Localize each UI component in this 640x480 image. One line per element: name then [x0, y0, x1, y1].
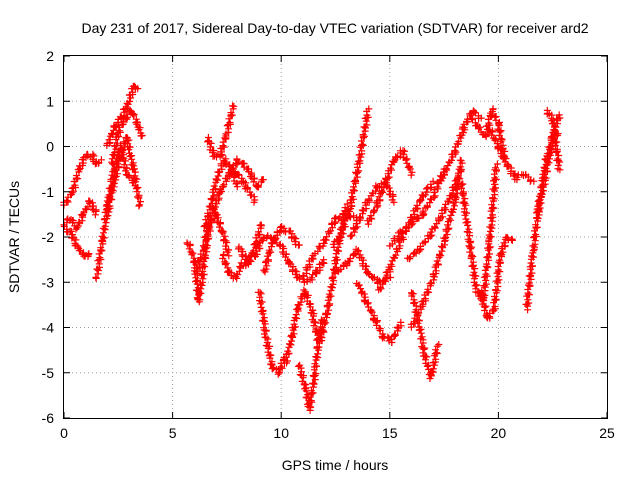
plus-markers	[295, 316, 327, 414]
plus-markers	[60, 223, 93, 260]
chart-title: Day 231 of 2017, Sidereal Day-to-day VTE…	[81, 20, 588, 36]
series-track	[522, 130, 562, 314]
series-track	[386, 168, 448, 250]
plus-markers	[260, 223, 303, 276]
plus-markers	[404, 166, 465, 263]
series-track	[254, 288, 290, 378]
series-track	[329, 105, 373, 251]
series-track	[477, 233, 516, 322]
y-tick-label: 2	[46, 48, 54, 64]
plus-markers	[408, 289, 443, 382]
y-tick-label: -4	[42, 320, 55, 336]
series-track	[408, 289, 443, 382]
plus-markers	[477, 233, 516, 322]
series-track	[108, 106, 146, 168]
plus-markers	[103, 134, 144, 220]
plus-markers	[108, 106, 146, 168]
series-track	[364, 147, 416, 228]
series-track	[260, 223, 303, 276]
x-tick-label: 5	[169, 425, 177, 441]
plot-frame	[63, 55, 608, 419]
plus-markers	[485, 126, 538, 185]
series-track	[193, 209, 233, 278]
plus-markers	[103, 82, 142, 149]
y-tick-label: 0	[46, 139, 54, 155]
y-tick-label: -5	[42, 365, 55, 381]
plus-markers	[193, 209, 233, 278]
plus-markers	[543, 106, 564, 174]
series-track	[485, 126, 538, 185]
y-tick-label: -6	[42, 410, 55, 426]
x-tick-label: 10	[273, 425, 289, 441]
plus-markers	[204, 102, 238, 161]
series-track	[103, 82, 142, 149]
plus-markers	[280, 286, 322, 367]
plus-markers	[276, 242, 328, 286]
y-tick-label: 1	[46, 93, 54, 109]
plus-markers	[522, 130, 562, 314]
x-tick-label: 15	[382, 425, 398, 441]
series-track	[226, 155, 267, 191]
series-track	[404, 166, 465, 263]
plus-markers	[364, 147, 416, 228]
plus-markers	[226, 155, 267, 191]
x-tick-label: 0	[60, 425, 68, 441]
plus-markers	[353, 280, 405, 346]
series-track	[543, 106, 564, 174]
plus-markers	[331, 245, 394, 287]
series-track	[295, 316, 327, 414]
plus-markers	[299, 210, 361, 280]
x-axis-label: GPS time / hours	[282, 457, 389, 473]
plus-markers	[254, 288, 290, 378]
x-tick-label: 20	[491, 425, 507, 441]
axis-ticks: 0 5 10 15 20 25 -6 -5 -4 -3 -2 -1 0 1 2	[42, 48, 615, 441]
data-marks	[60, 82, 564, 414]
series-track	[280, 286, 322, 367]
x-tick-label: 25	[599, 425, 615, 441]
series-track	[60, 223, 93, 260]
series-track	[353, 280, 405, 346]
series-track	[299, 210, 361, 280]
y-tick-label: -3	[42, 274, 55, 290]
y-tick-label: -1	[42, 184, 55, 200]
y-axis-label: SDTVAR / TECUs	[6, 181, 22, 293]
series-track	[60, 150, 105, 209]
series-track	[433, 107, 485, 187]
plus-markers	[60, 150, 105, 209]
grid-lines	[64, 56, 607, 418]
series-track	[331, 245, 394, 287]
plus-markers	[329, 105, 373, 251]
series-track	[204, 102, 238, 161]
series-track	[276, 242, 328, 286]
series-track	[103, 134, 144, 220]
plus-markers	[433, 107, 485, 187]
plus-markers	[386, 168, 448, 250]
y-tick-label: -2	[42, 229, 55, 245]
